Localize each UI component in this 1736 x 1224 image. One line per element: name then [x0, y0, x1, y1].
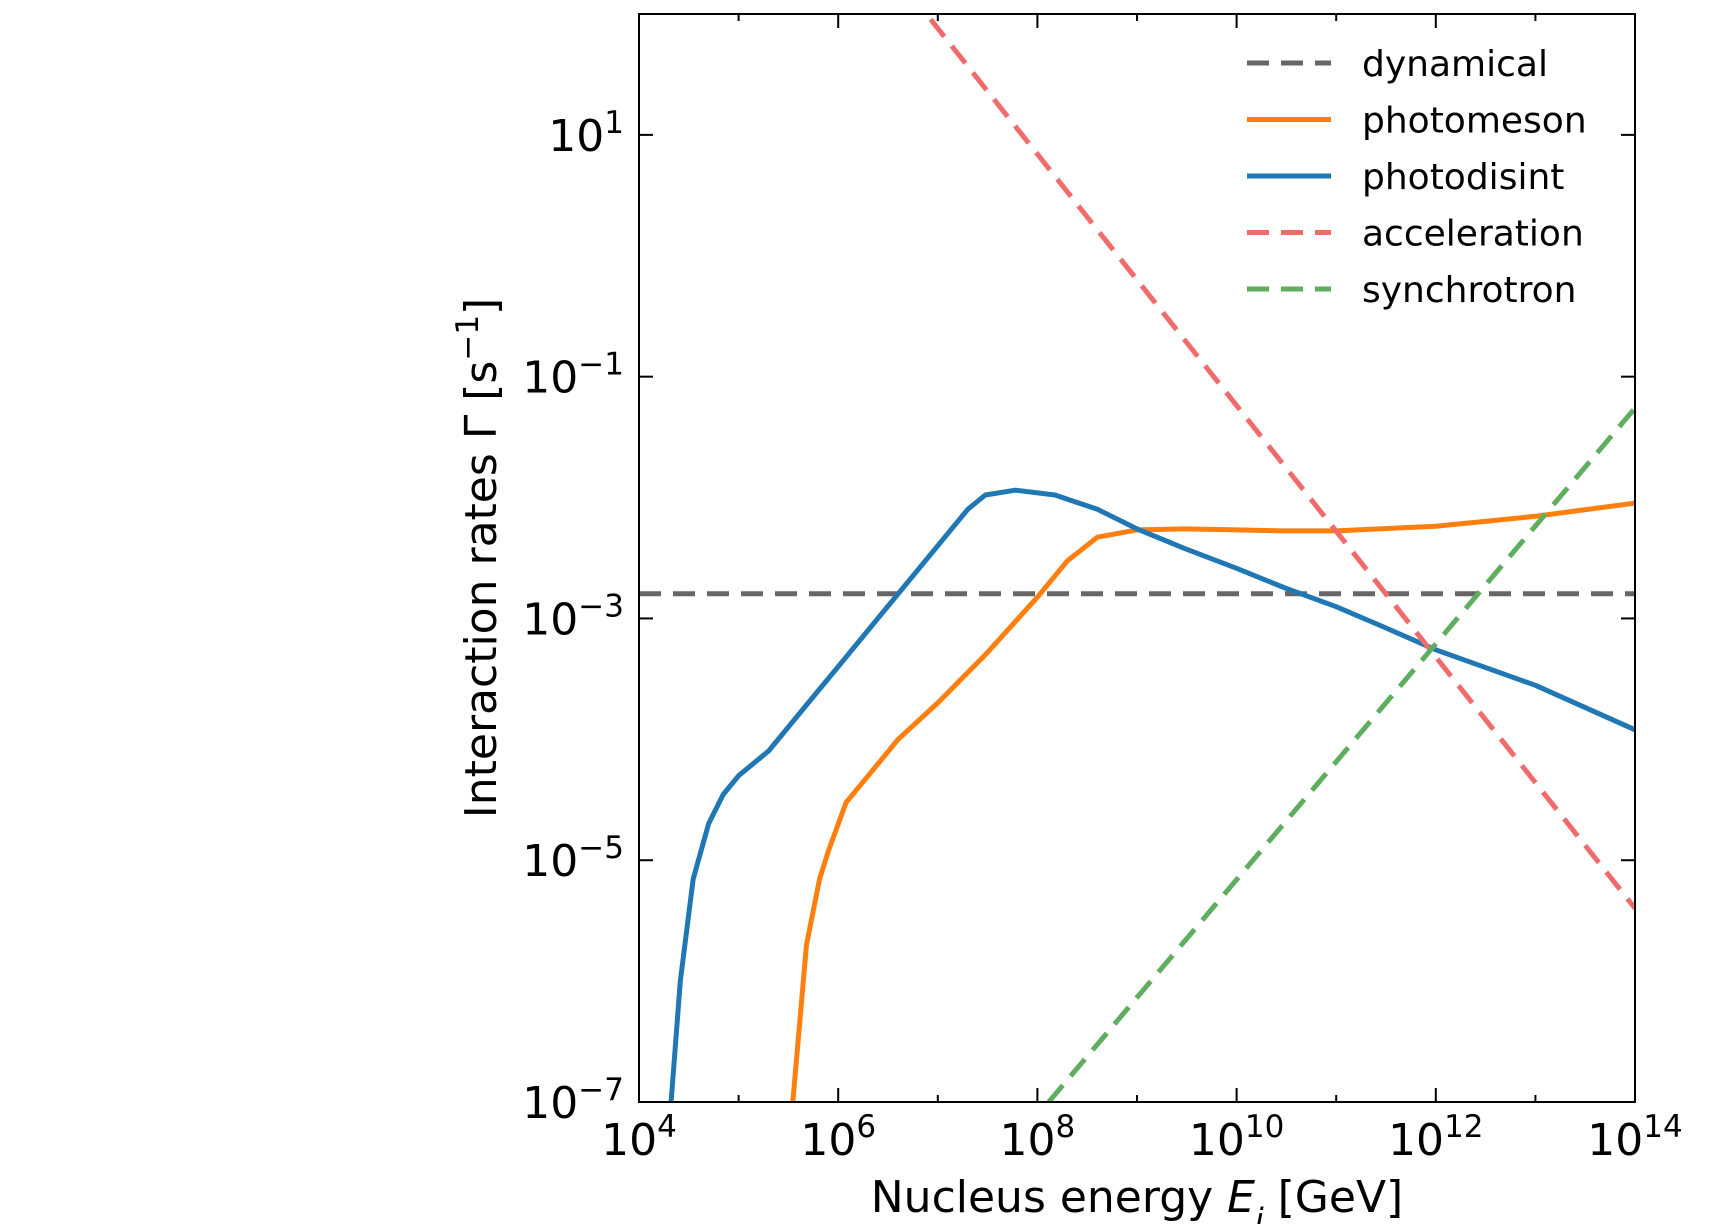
y-tick-label: 101 — [548, 105, 624, 162]
series-line-synchrotron — [1046, 406, 1635, 1102]
x-tick-label: 1012 — [1388, 1109, 1483, 1166]
y-tick-label: 10−5 — [522, 830, 624, 887]
legend: dynamical photomeson photodisint accelerati… — [1247, 44, 1587, 311]
legend-label-photodisint: photodisint — [1362, 157, 1564, 198]
y-axis-label: Interaction rates Γ [s−1] — [450, 298, 507, 818]
legend-label-acceleration: acceleration — [1362, 214, 1584, 255]
labels-layer: Nucleus energy Ej [GeV] Interaction rate… — [450, 298, 1403, 1224]
x-axis-label: Nucleus energy Ej [GeV] — [871, 1172, 1403, 1224]
series-layer — [639, 14, 1635, 1102]
series-line-photodisint — [668, 487, 1635, 1102]
legend-label-dynamical: dynamical — [1362, 44, 1548, 85]
legend-label-synchrotron: synchrotron — [1362, 270, 1577, 311]
y-tick-label: 10−3 — [522, 588, 624, 645]
ticks-layer: 104 106 108 1010 1012 1014 10−7 10−5 10−3 10−1 101 — [522, 14, 1683, 1166]
x-tick-label: 108 — [1000, 1109, 1076, 1166]
x-tick-label: 1010 — [1189, 1109, 1284, 1166]
y-tick-label: 10−7 — [522, 1072, 624, 1129]
x-tick-label: 1014 — [1587, 1109, 1682, 1166]
x-tick-label: 106 — [800, 1109, 876, 1166]
legend-label-photomeson: photomeson — [1362, 101, 1587, 142]
series-line-acceleration — [923, 14, 1635, 910]
series-line-photomeson — [790, 500, 1635, 1102]
y-tick-label: 10−1 — [522, 347, 624, 404]
x-tick-label: 104 — [601, 1109, 677, 1166]
